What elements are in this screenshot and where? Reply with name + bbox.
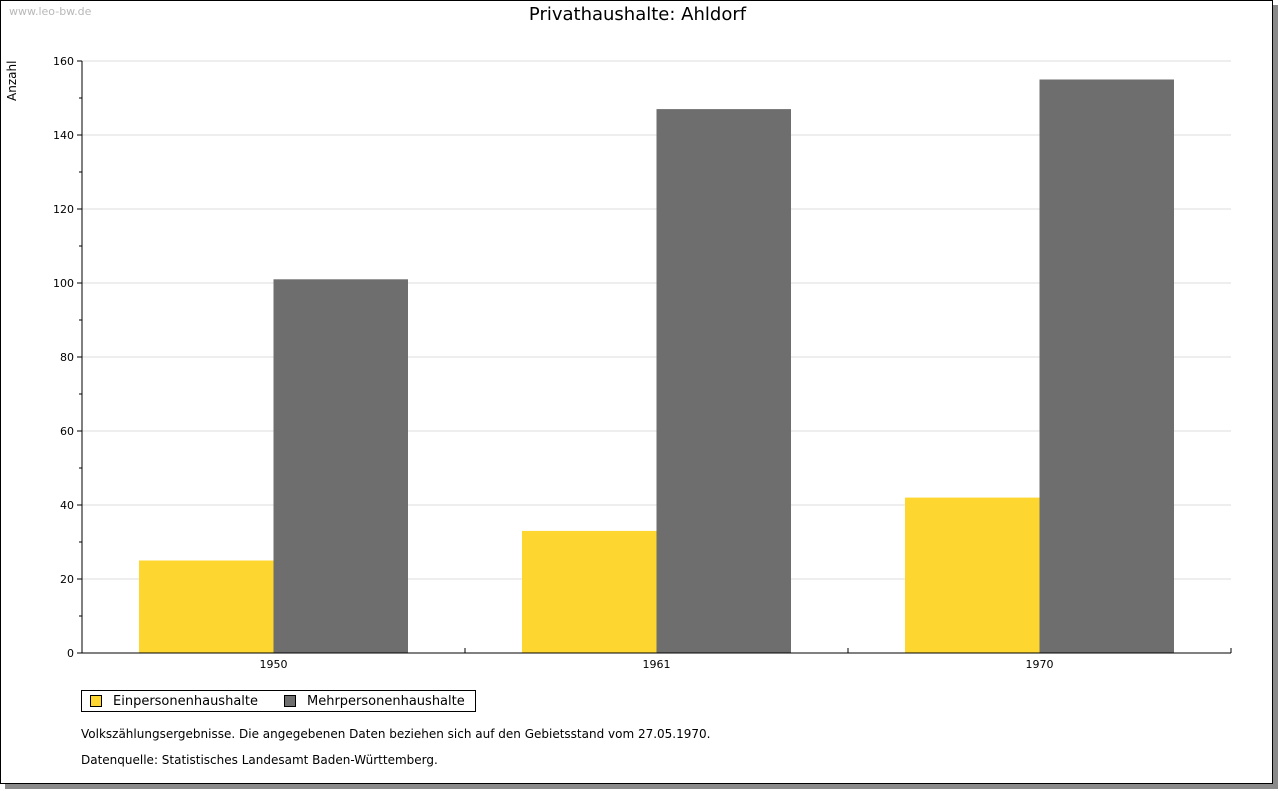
bar-mehrpersonenhaushalte-1950 — [273, 279, 408, 653]
legend-label: Einpersonenhaushalte — [113, 693, 258, 709]
y-tick-label: 80 — [60, 351, 74, 364]
footnote-source: Datenquelle: Statistisches Landesamt Bad… — [81, 753, 438, 767]
axes — [77, 60, 1232, 654]
bars — [139, 79, 1174, 654]
bar-einpersonenhaushalte-1970 — [905, 497, 1040, 653]
legend-item-mehrpersonenhaushalte: Mehrpersonenhaushalte — [284, 694, 465, 709]
x-tick-label: 1970 — [1026, 658, 1054, 671]
bar-mehrpersonenhaushalte-1961 — [656, 109, 791, 654]
y-tick-label: 140 — [53, 129, 74, 142]
y-tick-label: 60 — [60, 425, 74, 438]
bar-einpersonenhaushalte-1961 — [522, 530, 657, 653]
y-tick-label: 20 — [60, 573, 74, 586]
legend: Einpersonenhaushalte Mehrpersonenhaushal… — [81, 690, 476, 712]
y-tick-label: 0 — [67, 647, 74, 660]
chart-title: Privathaushalte: Ahldorf — [528, 4, 747, 25]
footnote-census: Volkszählungsergebnisse. Die angegebenen… — [81, 727, 711, 741]
bar-mehrpersonenhaushalte-1970 — [1039, 79, 1174, 653]
y-tick-label: 100 — [53, 277, 74, 290]
watermark: www.leo-bw.de — [9, 5, 92, 18]
bar-chart: 0 20 40 60 80 100 120 140 160 1950 1961 1970 — [53, 55, 1232, 671]
legend-swatch — [284, 695, 296, 707]
y-tick-label: 40 — [60, 499, 74, 512]
y-tick-labels: 0 20 40 60 80 100 120 140 160 — [53, 55, 74, 660]
y-tick-label: 120 — [53, 203, 74, 216]
x-tick-label: 1950 — [260, 658, 288, 671]
y-tick-label: 160 — [53, 55, 74, 68]
x-tick-label: 1961 — [643, 658, 671, 671]
legend-swatch — [90, 695, 102, 707]
legend-label: Mehrpersonenhaushalte — [307, 693, 465, 709]
legend-item-einpersonenhaushalte: Einpersonenhaushalte — [90, 694, 258, 709]
x-tick-labels: 1950 1961 1970 — [260, 658, 1054, 671]
bar-einpersonenhaushalte-1950 — [139, 560, 274, 653]
